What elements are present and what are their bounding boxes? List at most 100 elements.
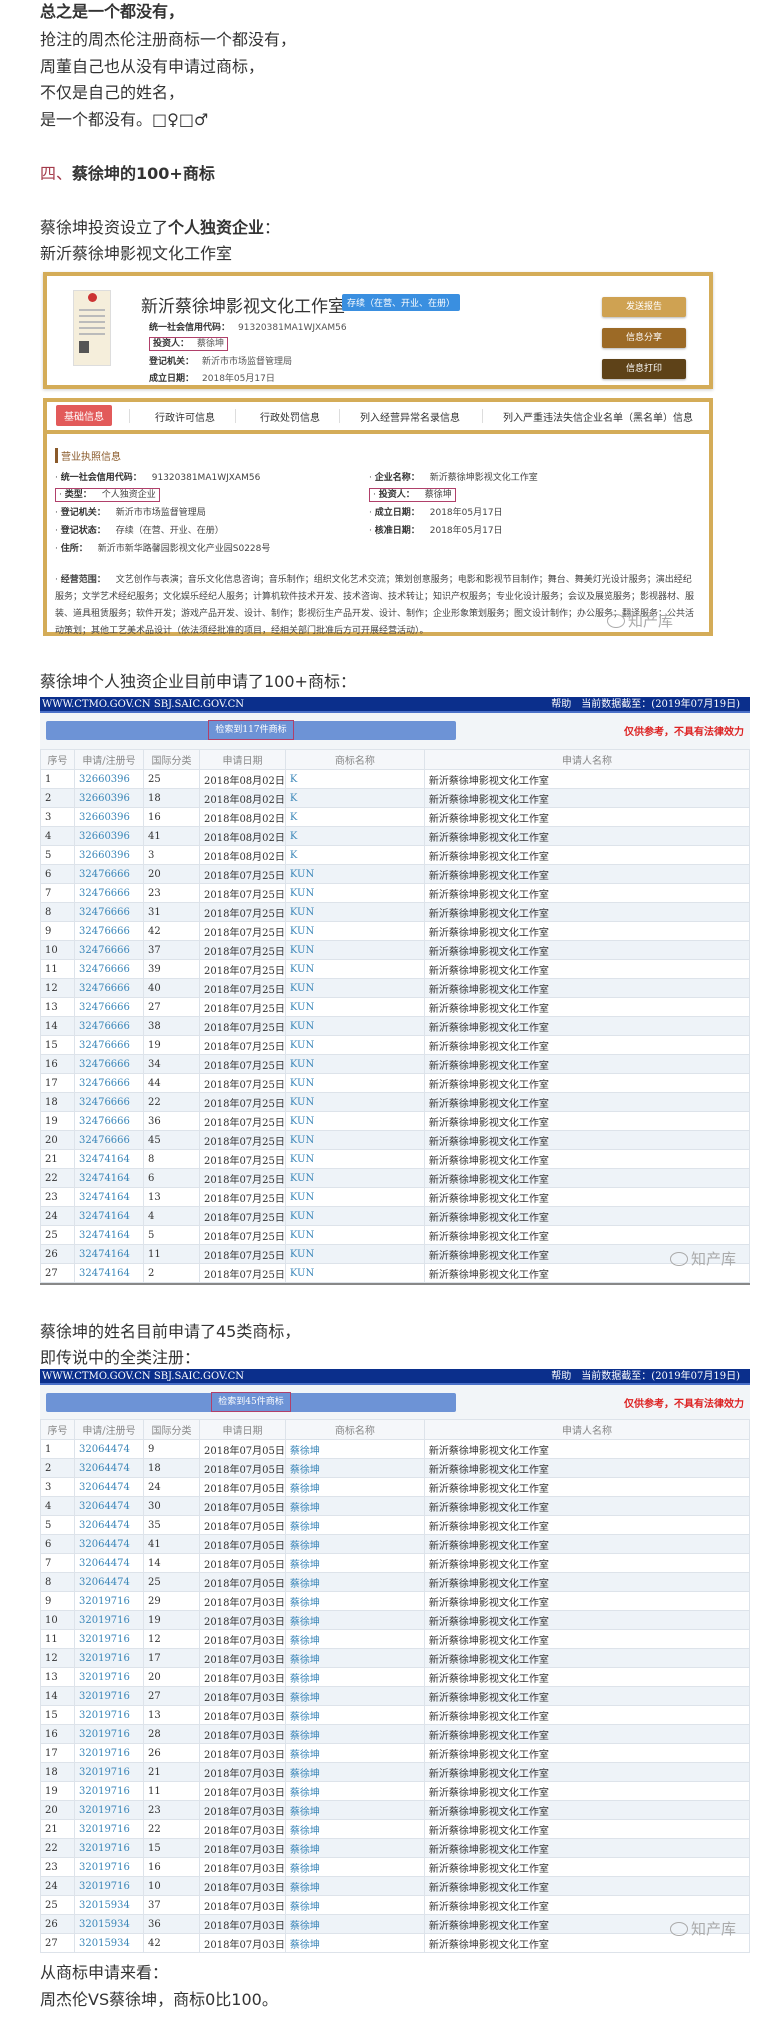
- cell-mark-name[interactable]: 蔡徐坤: [284, 1667, 425, 1687]
- cell-mark-name[interactable]: KUN: [284, 1092, 425, 1112]
- cell-reg-no[interactable]: 32476666: [74, 940, 144, 960]
- cell-mark-name[interactable]: KUN: [284, 1263, 425, 1283]
- cell-mark-name[interactable]: KUN: [284, 1111, 425, 1131]
- cell-mark-name[interactable]: 蔡徐坤: [284, 1591, 425, 1611]
- cell-mark-name[interactable]: 蔡徐坤: [284, 1686, 425, 1706]
- cell-reg-no[interactable]: 32019716: [74, 1724, 144, 1744]
- cell-mark-name[interactable]: 蔡徐坤: [284, 1781, 425, 1801]
- help-link[interactable]: 帮助: [551, 1371, 572, 1382]
- cell-mark-name[interactable]: 蔡徐坤: [284, 1496, 425, 1516]
- print-info-button[interactable]: 信息打印: [602, 359, 686, 379]
- cell-mark-name[interactable]: 蔡徐坤: [284, 1439, 425, 1459]
- cell-reg-no[interactable]: 32476666: [74, 902, 144, 922]
- cell-mark-name[interactable]: 蔡徐坤: [284, 1705, 425, 1725]
- cell-reg-no[interactable]: 32476666: [74, 1054, 144, 1074]
- cell-reg-no[interactable]: 32476666: [74, 1111, 144, 1131]
- cell-mark-name[interactable]: KUN: [284, 1168, 425, 1188]
- cell-reg-no[interactable]: 32019716: [74, 1762, 144, 1782]
- cell-reg-no[interactable]: 32476666: [74, 1092, 144, 1112]
- cell-mark-name[interactable]: KUN: [284, 997, 425, 1017]
- cell-mark-name[interactable]: 蔡徐坤: [284, 1933, 425, 1953]
- cell-reg-no[interactable]: 32660396: [74, 807, 144, 827]
- cell-mark-name[interactable]: 蔡徐坤: [284, 1553, 425, 1573]
- cell-reg-no[interactable]: 32019716: [74, 1838, 144, 1858]
- cell-mark-name[interactable]: KUN: [284, 1035, 425, 1055]
- cell-reg-no[interactable]: 32064474: [74, 1439, 144, 1459]
- cell-mark-name[interactable]: KUN: [284, 1016, 425, 1036]
- cell-reg-no[interactable]: 32476666: [74, 864, 144, 884]
- cell-mark-name[interactable]: 蔡徐坤: [284, 1857, 425, 1877]
- cell-mark-name[interactable]: KUN: [284, 1149, 425, 1169]
- cell-reg-no[interactable]: 32474164: [74, 1149, 144, 1169]
- cell-reg-no[interactable]: 32476666: [74, 959, 144, 979]
- cell-mark-name[interactable]: K: [284, 788, 425, 808]
- cell-reg-no[interactable]: 32019716: [74, 1610, 144, 1630]
- cell-reg-no[interactable]: 32064474: [74, 1553, 144, 1573]
- cell-mark-name[interactable]: 蔡徐坤: [284, 1838, 425, 1858]
- cell-reg-no[interactable]: 32019716: [74, 1781, 144, 1801]
- cell-mark-name[interactable]: 蔡徐坤: [284, 1534, 425, 1554]
- cell-reg-no[interactable]: 32064474: [74, 1534, 144, 1554]
- cell-reg-no[interactable]: 32019716: [74, 1857, 144, 1877]
- cell-reg-no[interactable]: 32064474: [74, 1496, 144, 1516]
- cell-mark-name[interactable]: 蔡徐坤: [284, 1743, 425, 1763]
- tab-basic-info[interactable]: 基础信息: [56, 405, 112, 426]
- cell-mark-name[interactable]: 蔡徐坤: [284, 1914, 425, 1934]
- cell-mark-name[interactable]: KUN: [284, 1073, 425, 1093]
- cell-reg-no[interactable]: 32474164: [74, 1244, 144, 1264]
- cell-mark-name[interactable]: K: [284, 769, 425, 789]
- cell-mark-name[interactable]: 蔡徐坤: [284, 1800, 425, 1820]
- cell-reg-no[interactable]: 32019716: [74, 1876, 144, 1896]
- cell-mark-name[interactable]: KUN: [284, 940, 425, 960]
- cell-reg-no[interactable]: 32064474: [74, 1477, 144, 1497]
- cell-reg-no[interactable]: 32660396: [74, 845, 144, 865]
- cell-reg-no[interactable]: 32019716: [74, 1800, 144, 1820]
- cell-mark-name[interactable]: KUN: [284, 864, 425, 884]
- cell-reg-no[interactable]: 32474164: [74, 1206, 144, 1226]
- cell-mark-name[interactable]: 蔡徐坤: [284, 1762, 425, 1782]
- cell-reg-no[interactable]: 32019716: [74, 1629, 144, 1649]
- cell-reg-no[interactable]: 32660396: [74, 788, 144, 808]
- cell-mark-name[interactable]: 蔡徐坤: [284, 1477, 425, 1497]
- cell-reg-no[interactable]: 32474164: [74, 1263, 144, 1283]
- cell-reg-no[interactable]: 32019716: [74, 1667, 144, 1687]
- cell-mark-name[interactable]: KUN: [284, 921, 425, 941]
- cell-reg-no[interactable]: 32064474: [74, 1458, 144, 1478]
- tab-admin-penalty[interactable]: 行政处罚信息: [260, 413, 320, 424]
- cell-mark-name[interactable]: 蔡徐坤: [284, 1610, 425, 1630]
- cell-mark-name[interactable]: KUN: [284, 978, 425, 998]
- cell-reg-no[interactable]: 32019716: [74, 1819, 144, 1839]
- cell-reg-no[interactable]: 32019716: [74, 1686, 144, 1706]
- cell-reg-no[interactable]: 32476666: [74, 978, 144, 998]
- cell-reg-no[interactable]: 32660396: [74, 769, 144, 789]
- cell-reg-no[interactable]: 32476666: [74, 1073, 144, 1093]
- cell-mark-name[interactable]: KUN: [284, 1187, 425, 1207]
- cell-reg-no[interactable]: 32019716: [74, 1705, 144, 1725]
- cell-mark-name[interactable]: 蔡徐坤: [284, 1515, 425, 1535]
- help-link[interactable]: 帮助: [551, 699, 572, 710]
- cell-mark-name[interactable]: 蔡徐坤: [284, 1629, 425, 1649]
- cell-mark-name[interactable]: KUN: [284, 1130, 425, 1150]
- cell-reg-no[interactable]: 32476666: [74, 883, 144, 903]
- cell-reg-no[interactable]: 32476666: [74, 997, 144, 1017]
- tab-abnormal-list[interactable]: 列入经营异常名录信息: [360, 413, 460, 424]
- cell-mark-name[interactable]: KUN: [284, 1225, 425, 1245]
- cell-reg-no[interactable]: 32476666: [74, 1016, 144, 1036]
- cell-mark-name[interactable]: 蔡徐坤: [284, 1458, 425, 1478]
- tab-blacklist[interactable]: 列入严重违法失信企业名单（黑名单）信息: [503, 413, 693, 424]
- cell-mark-name[interactable]: K: [284, 845, 425, 865]
- cell-mark-name[interactable]: KUN: [284, 883, 425, 903]
- cell-mark-name[interactable]: K: [284, 807, 425, 827]
- cell-mark-name[interactable]: 蔡徐坤: [284, 1572, 425, 1592]
- cell-reg-no[interactable]: 32064474: [74, 1515, 144, 1535]
- cell-reg-no[interactable]: 32015934: [74, 1895, 144, 1915]
- cell-mark-name[interactable]: KUN: [284, 1206, 425, 1226]
- cell-reg-no[interactable]: 32476666: [74, 1130, 144, 1150]
- cell-reg-no[interactable]: 32019716: [74, 1591, 144, 1611]
- cell-mark-name[interactable]: 蔡徐坤: [284, 1819, 425, 1839]
- cell-reg-no[interactable]: 32019716: [74, 1743, 144, 1763]
- cell-mark-name[interactable]: 蔡徐坤: [284, 1648, 425, 1668]
- cell-mark-name[interactable]: KUN: [284, 1054, 425, 1074]
- cell-reg-no[interactable]: 32476666: [74, 921, 144, 941]
- cell-reg-no[interactable]: 32015934: [74, 1914, 144, 1934]
